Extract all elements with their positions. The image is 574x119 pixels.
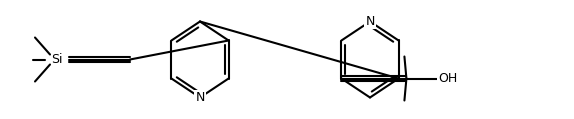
Text: OH: OH: [439, 72, 457, 85]
Text: N: N: [195, 91, 205, 104]
Text: N: N: [365, 15, 375, 28]
Text: Si: Si: [51, 53, 63, 66]
